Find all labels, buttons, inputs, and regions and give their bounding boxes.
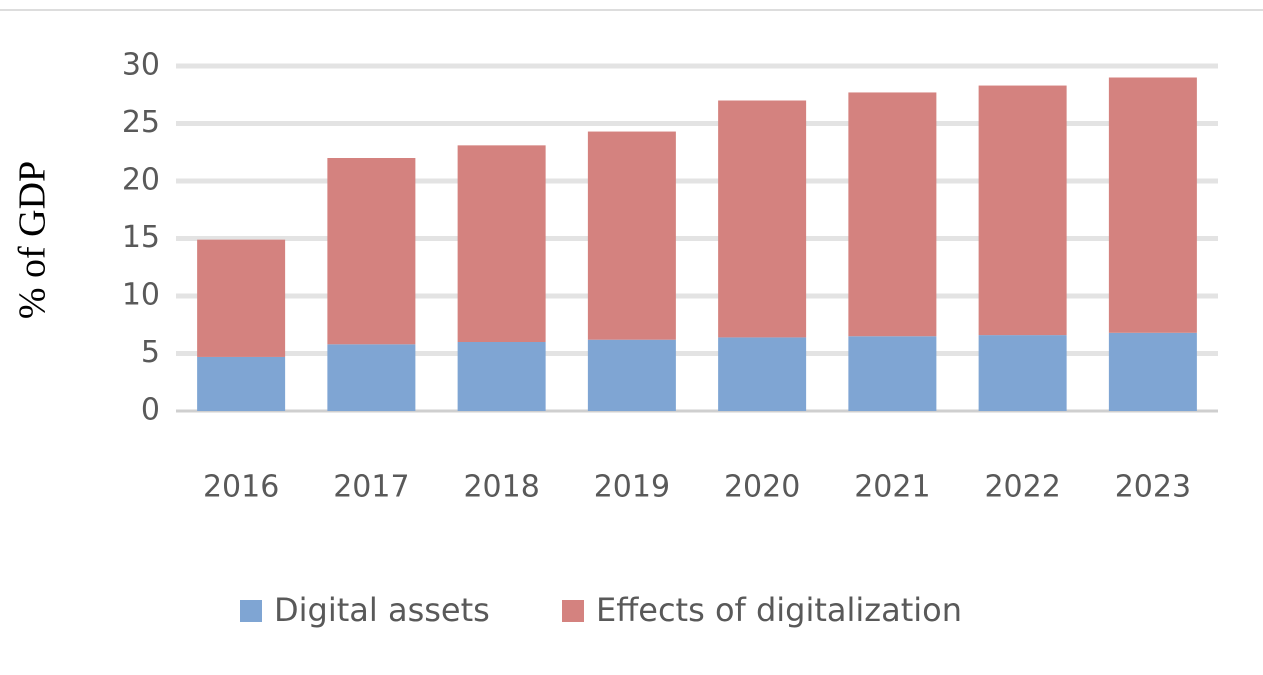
bar-segment [848,92,937,337]
legend-label: Effects of digitalization [596,591,962,629]
y-axis-title: % of GDP [12,161,54,319]
y-tick-label: 10 [122,278,160,313]
x-tick-label: 2022 [984,470,1060,505]
legend-swatch [562,600,584,622]
y-tick-label: 25 [122,105,160,140]
legend-label: Digital assets [274,591,490,629]
bar-segment [718,337,807,411]
y-tick-label: 30 [122,48,160,83]
bar-segment [978,85,1067,336]
x-tick-label: 2020 [724,470,800,505]
y-tick-label: 5 [141,335,160,370]
x-tick-label: 2023 [1115,470,1191,505]
bar-segment [457,342,546,411]
bar-segment [1108,77,1197,333]
bar-segment [327,158,416,345]
bar-segment [197,356,286,411]
bar-segment [848,336,937,411]
legend-swatch [240,600,262,622]
y-tick-label: 20 [122,163,160,198]
y-tick-label: 15 [122,220,160,255]
x-tick-label: 2016 [203,470,279,505]
x-tick-label: 2017 [333,470,409,505]
bar-segment [718,100,807,338]
bar-segment [1108,332,1197,411]
x-tick-label: 2018 [463,470,539,505]
bar-segment [587,339,676,411]
bar-segment [457,145,546,342]
bar-segment [587,131,676,340]
bar-segment [197,239,286,357]
bar-segment [327,344,416,411]
y-tick-label: 0 [141,393,160,428]
x-tick-label: 2021 [854,470,930,505]
bar-segment [978,335,1067,411]
x-tick-label: 2019 [594,470,670,505]
